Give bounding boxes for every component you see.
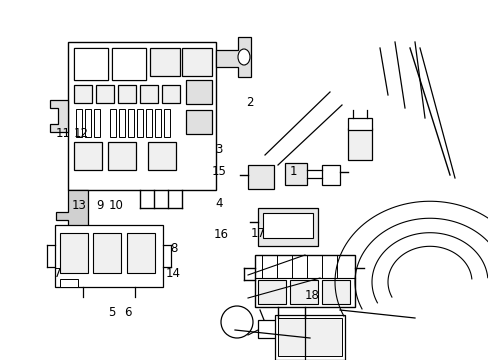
Text: 6: 6 bbox=[124, 306, 132, 319]
Bar bbox=[289, 280, 317, 304]
Bar bbox=[76, 109, 82, 137]
Bar bbox=[137, 109, 142, 137]
Bar bbox=[258, 280, 285, 304]
Bar bbox=[85, 109, 91, 137]
Bar bbox=[128, 109, 134, 137]
Bar bbox=[247, 165, 273, 189]
Bar bbox=[258, 320, 275, 338]
Text: 10: 10 bbox=[109, 199, 123, 212]
Bar bbox=[185, 80, 212, 104]
Ellipse shape bbox=[238, 49, 249, 65]
Text: 5: 5 bbox=[107, 306, 115, 319]
Bar bbox=[146, 109, 152, 137]
Polygon shape bbox=[56, 190, 88, 228]
Bar bbox=[94, 109, 100, 137]
Bar bbox=[150, 48, 180, 76]
Bar bbox=[347, 118, 371, 130]
Bar bbox=[274, 315, 345, 360]
Bar bbox=[74, 85, 92, 103]
Bar bbox=[148, 142, 176, 170]
Bar bbox=[60, 233, 88, 273]
Bar bbox=[93, 233, 121, 273]
Text: 1: 1 bbox=[289, 165, 297, 178]
Bar bbox=[112, 48, 146, 80]
Bar bbox=[108, 142, 136, 170]
Polygon shape bbox=[216, 37, 250, 77]
Text: 12: 12 bbox=[73, 127, 88, 140]
Bar bbox=[185, 110, 212, 134]
Bar bbox=[263, 213, 312, 238]
Bar bbox=[155, 109, 161, 137]
Bar bbox=[321, 165, 339, 185]
Bar bbox=[163, 109, 170, 137]
Text: 13: 13 bbox=[72, 199, 86, 212]
Text: 9: 9 bbox=[96, 199, 104, 212]
Bar bbox=[110, 109, 116, 137]
Bar bbox=[60, 279, 78, 287]
Text: 8: 8 bbox=[169, 242, 177, 255]
Bar bbox=[162, 85, 180, 103]
Text: 18: 18 bbox=[304, 289, 319, 302]
Bar bbox=[112, 48, 146, 80]
Bar bbox=[285, 163, 306, 185]
Bar bbox=[127, 233, 155, 273]
Bar bbox=[96, 85, 114, 103]
Bar bbox=[278, 318, 341, 356]
Text: 4: 4 bbox=[215, 197, 223, 210]
Bar bbox=[68, 42, 216, 190]
Bar bbox=[118, 85, 136, 103]
Bar bbox=[74, 142, 102, 170]
Polygon shape bbox=[50, 100, 68, 132]
Text: 16: 16 bbox=[213, 228, 228, 240]
Bar bbox=[74, 48, 108, 80]
Bar bbox=[55, 225, 163, 287]
Bar bbox=[321, 280, 349, 304]
Text: 3: 3 bbox=[215, 143, 223, 156]
Bar bbox=[182, 48, 212, 76]
Text: 15: 15 bbox=[211, 165, 226, 178]
Text: 7: 7 bbox=[54, 267, 61, 280]
Bar bbox=[119, 109, 125, 137]
Text: 2: 2 bbox=[245, 96, 253, 109]
Bar bbox=[74, 48, 108, 80]
Text: 14: 14 bbox=[166, 267, 181, 280]
Bar bbox=[347, 128, 371, 160]
Bar bbox=[254, 255, 354, 307]
Bar bbox=[258, 208, 317, 246]
Text: 11: 11 bbox=[56, 127, 71, 140]
Bar bbox=[140, 85, 158, 103]
Text: 17: 17 bbox=[250, 227, 264, 240]
